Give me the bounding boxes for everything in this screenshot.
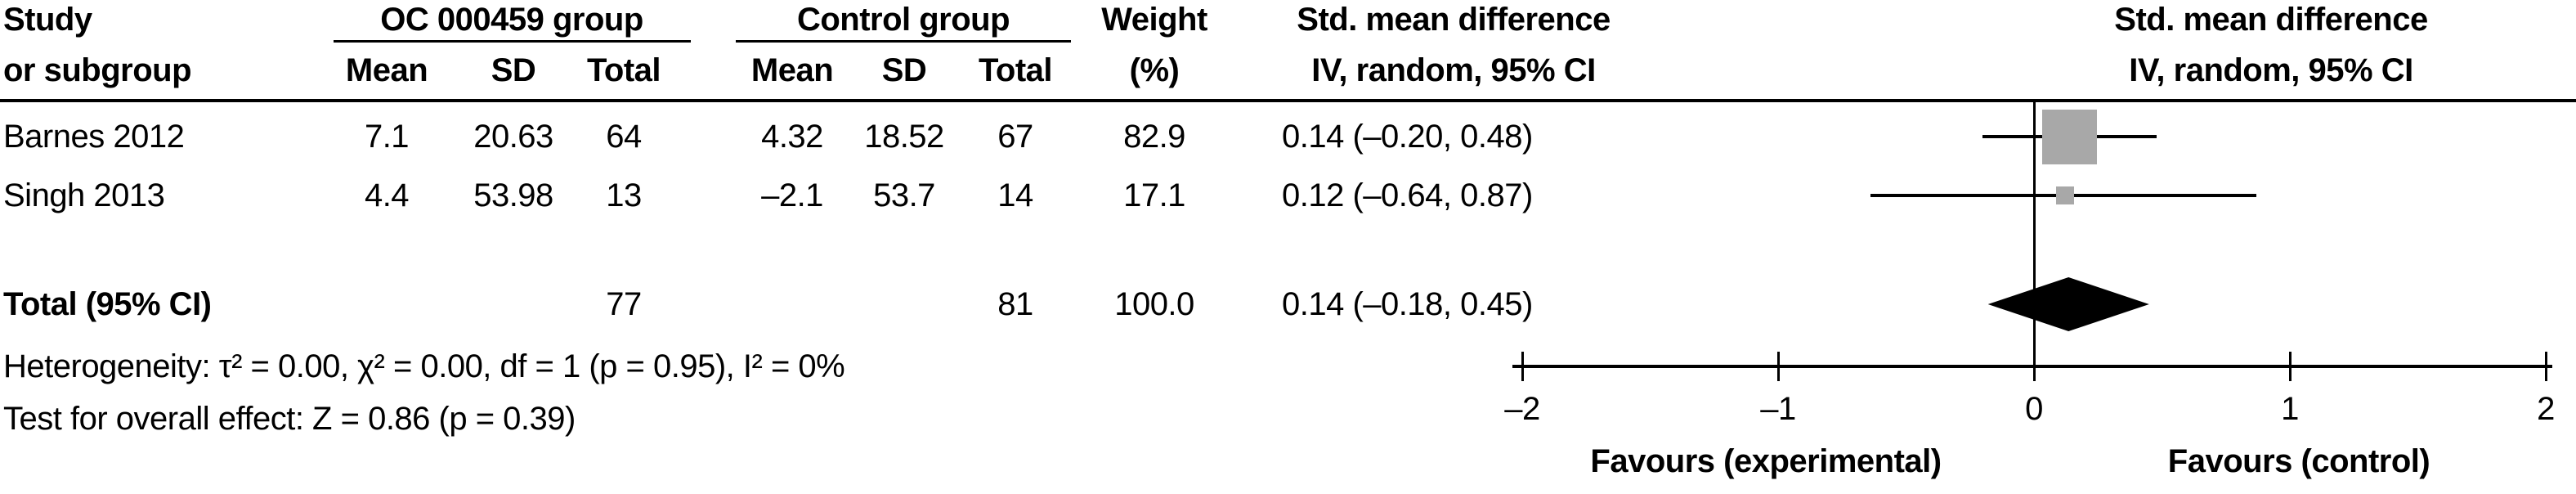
smd-ci-value: 0.12 (–0.64, 0.87) [1282,177,1533,213]
axis-tick [2544,352,2547,381]
weight-value: 17.1 [1123,177,1185,213]
column-header-t-sd: SD [491,52,536,88]
study-marker [2055,186,2074,204]
axis-tick [2288,352,2292,381]
column-header-control-group: Control group [796,2,1010,38]
total-smd-ci-value: 0.14 (–0.18, 0.45) [1282,286,1533,322]
axis-tick [1776,352,1780,381]
column-header-c-mean: Mean [750,52,834,88]
column-header-subgroup: or subgroup [3,52,192,88]
weight-value: 82.9 [1123,119,1185,155]
column-header-c-sd: SD [881,52,927,88]
favours-experimental-label: Favours (experimental) [1590,443,1942,479]
column-header-t-total: Total [586,52,661,88]
t-sd-value: 53.98 [473,177,553,213]
column-header-smd-text: Std. mean difference [1297,2,1611,38]
c-mean-value: –2.1 [761,177,823,213]
heterogeneity-text: Heterogeneity: τ² = 0.00, χ² = 0.00, df … [3,348,845,384]
axis-line [1512,365,2552,368]
column-header-weight: Weight [1101,2,1207,38]
summary-diamond [1987,277,2149,331]
t-mean-value: 4.4 [364,177,410,213]
c-sd-value: 18.52 [864,119,944,155]
c-total-value: 14 [997,177,1033,213]
column-header-c-total: Total [978,52,1053,88]
tick-label: 1 [2281,391,2299,427]
column-header-treatment-group: OC 000459 group [380,2,643,38]
study-label: Barnes 2012 [3,119,185,155]
overall-effect-text: Test for overall effect: Z = 0.86 (p = 0… [3,401,576,437]
study-label: Singh 2013 [3,177,165,213]
total-c-total-value: 81 [997,286,1033,322]
c-mean-value: 4.32 [761,119,823,155]
plot-header-smd-model: IV, random, 95% CI [2129,52,2413,88]
axis-tick [1521,352,1524,381]
c-sd-value: 53.7 [873,177,935,213]
zero-line [2032,102,2036,366]
column-header-weight-pct: (%) [1129,52,1180,88]
tick-label: 0 [2025,391,2043,427]
favours-control-label: Favours (control) [2167,443,2430,479]
c-total-value: 67 [997,119,1033,155]
treatment-group-underline [334,40,691,43]
study-marker [2042,109,2098,164]
tick-label: 2 [2537,391,2555,427]
t-sd-value: 20.63 [473,119,553,155]
control-group-underline [736,40,1071,43]
column-header-t-mean: Mean [345,52,428,88]
t-total-value: 64 [606,119,642,155]
column-header-smd-model: IV, random, 95% CI [1311,52,1596,88]
total-t-total-value: 77 [606,286,642,322]
total-label: Total (95% CI) [3,286,212,322]
t-total-value: 13 [606,177,642,213]
tick-label: –1 [1760,391,1796,427]
t-mean-value: 7.1 [364,119,410,155]
axis-tick [2032,352,2036,381]
tick-label: –2 [1504,391,1540,427]
column-header-study: Study [3,2,92,38]
plot-header-smd: Std. mean difference [2114,2,2428,38]
smd-ci-value: 0.14 (–0.20, 0.48) [1282,119,1533,155]
header-separator-line [0,99,2576,102]
total-weight-value: 100.0 [1114,286,1194,322]
